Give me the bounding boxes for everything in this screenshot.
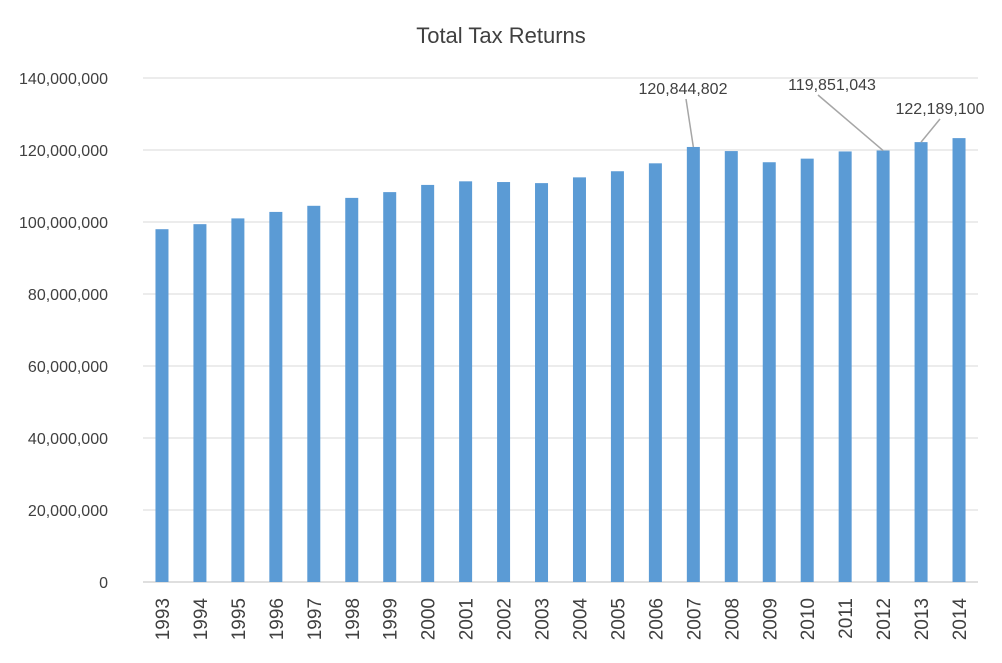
x-tick-label: 1995 <box>229 598 250 640</box>
bar-1997 <box>307 205 321 583</box>
x-tick-label: 2012 <box>874 598 895 640</box>
bar-2000 <box>421 184 435 583</box>
x-tick-label: 2001 <box>457 598 478 640</box>
x-tick-label: 1996 <box>267 598 288 640</box>
annotation-leader-line <box>920 118 941 143</box>
chart-title: Total Tax Returns <box>416 23 586 48</box>
x-tick-label: 2011 <box>836 598 857 639</box>
bar-2004 <box>572 177 586 583</box>
bar-1994 <box>193 224 207 582</box>
annotation-leader-line <box>685 98 695 148</box>
x-tick-label: 2003 <box>533 598 554 640</box>
bar-2009 <box>762 162 776 583</box>
y-tick-label: 0 <box>99 575 108 592</box>
x-tick-label: 2008 <box>722 598 743 640</box>
bar-2007 <box>686 146 700 582</box>
x-tick-label: 2006 <box>646 598 667 640</box>
bar-1996 <box>269 211 283 583</box>
y-tick-label: 40,000,000 <box>28 431 108 448</box>
y-axis-ticks: 0 20,000,000 40,000,000 60,000,000 80,000,00… <box>19 71 108 592</box>
bar-2011 <box>838 151 852 582</box>
x-tick-label: 2014 <box>950 598 971 641</box>
x-tick-label: 1997 <box>305 598 326 640</box>
bar-1993 <box>155 229 169 582</box>
bar-2005 <box>610 171 624 583</box>
bar-2013 <box>914 142 928 582</box>
x-tick-label: 2002 <box>495 598 516 640</box>
bar-2006 <box>648 163 662 582</box>
gridlines <box>143 77 978 583</box>
x-tick-label: 1994 <box>191 598 212 641</box>
y-tick-label: 100,000,000 <box>19 215 108 232</box>
annotation-leader-line <box>817 94 884 152</box>
bar-2008 <box>724 151 738 582</box>
y-tick-label: 20,000,000 <box>28 503 108 520</box>
annotations: 120,844,802 119,851,043 122,189,100 <box>639 77 985 152</box>
x-tick-label: 2013 <box>912 598 933 640</box>
x-axis-ticks: 1993 1994 1995 1996 1997 1998 1999 2000 2001 2002… <box>153 598 971 641</box>
data-label-2007: 120,844,802 <box>639 81 728 98</box>
y-tick-label: 120,000,000 <box>19 143 108 160</box>
x-tick-label: 1993 <box>153 598 174 640</box>
y-tick-label: 140,000,000 <box>19 71 108 88</box>
x-tick-label: 1999 <box>381 598 402 640</box>
x-tick-label: 1998 <box>343 598 364 640</box>
x-tick-label: 2009 <box>760 598 781 640</box>
data-label-2012: 119,851,043 <box>788 77 876 94</box>
bar-2002 <box>497 182 511 583</box>
x-tick-label: 2010 <box>798 598 819 640</box>
bar-2003 <box>535 183 549 582</box>
bar-2014 <box>952 138 966 582</box>
data-label-2013: 122,189,100 <box>896 101 985 118</box>
bar-1998 <box>345 197 359 582</box>
x-tick-label: 2005 <box>608 598 629 640</box>
y-tick-label: 80,000,000 <box>28 287 108 304</box>
x-tick-label: 2004 <box>570 598 591 641</box>
bar-2012 <box>876 150 890 582</box>
bars <box>155 138 966 583</box>
bar-1995 <box>231 218 245 582</box>
bar-1999 <box>383 192 397 582</box>
y-tick-label: 60,000,000 <box>28 359 108 376</box>
x-tick-label: 2000 <box>419 598 440 640</box>
bar-2010 <box>800 158 814 582</box>
bar-2001 <box>459 181 473 582</box>
x-tick-label: 2007 <box>684 598 705 640</box>
